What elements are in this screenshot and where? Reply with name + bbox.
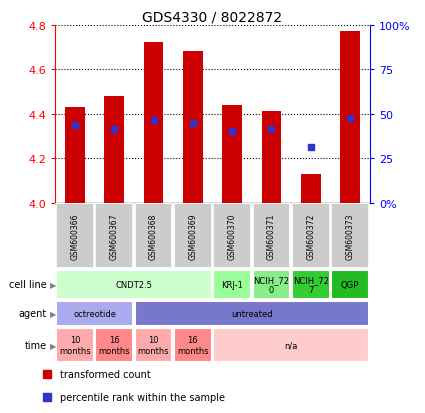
- Bar: [174, 204, 212, 268]
- Bar: [95, 204, 133, 268]
- Text: NCIH_72
7: NCIH_72 7: [293, 275, 329, 294]
- Text: percentile rank within the sample: percentile rank within the sample: [60, 392, 225, 402]
- Bar: [213, 329, 369, 362]
- Text: GSM600372: GSM600372: [306, 213, 315, 259]
- Bar: [213, 204, 251, 268]
- Bar: [56, 271, 212, 299]
- Text: cell line: cell line: [9, 280, 47, 290]
- Text: ▶: ▶: [50, 309, 57, 318]
- Text: 16
months: 16 months: [177, 336, 209, 355]
- Text: GSM600373: GSM600373: [346, 213, 354, 259]
- Text: GSM600367: GSM600367: [110, 213, 119, 259]
- Bar: [174, 329, 212, 362]
- Bar: [262, 112, 281, 203]
- Bar: [95, 329, 133, 362]
- Bar: [292, 204, 330, 268]
- Text: untreated: untreated: [231, 309, 272, 318]
- Text: QGP: QGP: [341, 280, 359, 289]
- Text: transformed count: transformed count: [60, 369, 150, 379]
- Bar: [144, 43, 163, 203]
- Text: 16
months: 16 months: [99, 336, 130, 355]
- Text: ▶: ▶: [50, 341, 57, 350]
- Text: octreotide: octreotide: [73, 309, 116, 318]
- Text: GSM600371: GSM600371: [267, 213, 276, 259]
- Bar: [105, 97, 124, 203]
- Bar: [135, 204, 173, 268]
- Bar: [252, 204, 290, 268]
- Bar: [331, 204, 369, 268]
- Bar: [301, 174, 320, 203]
- Bar: [340, 32, 360, 203]
- Text: CNDT2.5: CNDT2.5: [116, 280, 152, 289]
- Bar: [292, 271, 330, 299]
- Text: GSM600368: GSM600368: [149, 213, 158, 259]
- Bar: [56, 329, 94, 362]
- Bar: [331, 271, 369, 299]
- Bar: [56, 301, 133, 326]
- Text: GSM600366: GSM600366: [71, 213, 79, 259]
- Bar: [252, 271, 290, 299]
- Bar: [65, 108, 85, 203]
- Bar: [183, 52, 203, 203]
- Text: ▶: ▶: [50, 280, 57, 289]
- Bar: [56, 204, 94, 268]
- Bar: [213, 271, 251, 299]
- Bar: [222, 105, 242, 203]
- Text: GSM600369: GSM600369: [188, 213, 197, 259]
- Text: agent: agent: [19, 309, 47, 319]
- Text: 10
months: 10 months: [138, 336, 169, 355]
- Bar: [135, 301, 369, 326]
- Text: n/a: n/a: [284, 341, 298, 350]
- Text: KRJ-1: KRJ-1: [221, 280, 243, 289]
- Text: 10
months: 10 months: [59, 336, 91, 355]
- Bar: [135, 329, 173, 362]
- Title: GDS4330 / 8022872: GDS4330 / 8022872: [142, 10, 283, 24]
- Text: time: time: [25, 340, 47, 350]
- Text: GSM600370: GSM600370: [228, 213, 237, 259]
- Text: NCIH_72
0: NCIH_72 0: [253, 275, 289, 294]
